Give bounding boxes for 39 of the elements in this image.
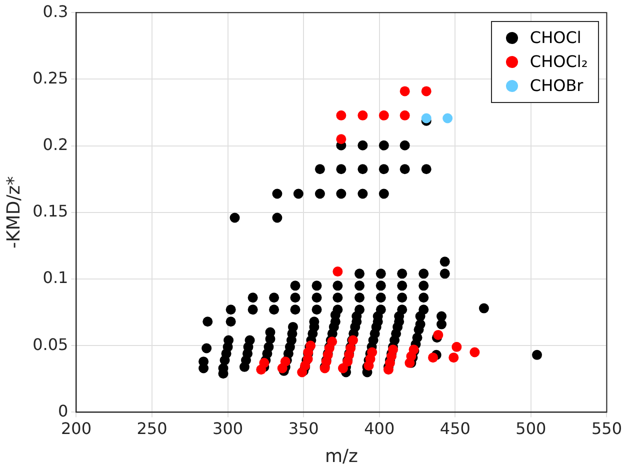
legend-label: CHOCl₂ [530,50,588,73]
point [421,86,432,96]
point [421,113,432,124]
x-tick-label: 300 [212,418,244,438]
legend-label: CHOCl [530,26,582,49]
point [400,86,410,96]
legend-label: CHOBr [530,74,584,97]
point [428,352,438,363]
point [442,113,453,124]
point [358,110,368,120]
point [256,364,266,375]
x-tick-label: 200 [60,418,92,438]
point [336,134,346,144]
point [452,342,462,352]
point [433,330,444,340]
y-tick-label: 0.25 [32,68,68,88]
point [277,363,288,374]
x-axis-title: m/z [324,446,358,467]
y-tick-label: 0.1 [42,268,68,288]
x-tick-label: 350 [288,418,319,438]
point [470,347,480,358]
y-tick-label: 0.2 [42,134,68,154]
y-tick-label: 0.05 [32,334,68,354]
point [332,266,343,277]
x-tick-label: 500 [516,418,546,438]
point [338,363,348,374]
x-tick-label: 450 [440,418,470,438]
y-axis-title: -KMD/z* [3,176,24,248]
point [448,352,459,363]
y-tick-label: 0.15 [32,202,68,221]
x-tick-label: 250 [136,418,168,438]
x-tick-label: 400 [364,418,395,438]
point [336,110,346,120]
y-tick-label: 0.3 [42,2,68,21]
point [400,110,410,120]
point [383,364,394,375]
y-tick-label: 0 [58,401,68,420]
x-tick-label: 550 [591,418,622,438]
point [378,110,389,120]
